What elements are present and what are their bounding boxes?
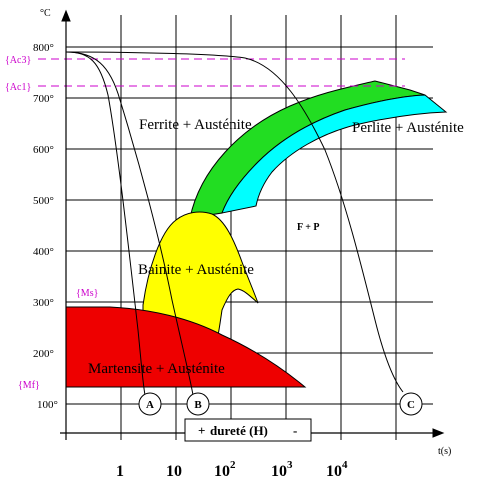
x-tick-100: 102: [214, 459, 236, 480]
cooling-curve-a: [65, 51, 146, 396]
svg-text:B: B: [194, 399, 202, 411]
y-tick-300: 300°: [33, 297, 54, 309]
y-unit: °C: [40, 8, 51, 19]
x-tick-1: 1: [116, 463, 124, 480]
legend-plus: +: [198, 423, 205, 438]
y-tick-500: 500°: [33, 195, 54, 207]
perlite-region: [221, 94, 448, 214]
cooling-curve-c: [65, 51, 404, 393]
y-tick-400: 400°: [33, 246, 54, 258]
ms-label: {Ms}: [76, 288, 98, 299]
x-tick-10000: 104: [326, 459, 348, 480]
y-tick-100: 100°: [37, 399, 58, 411]
perlite-label: Perlite + Austénite: [352, 120, 464, 136]
martensite-region: [65, 306, 307, 388]
ferrite-label: Ferrite + Austénite: [139, 117, 252, 133]
x-tick-10: 10: [166, 463, 182, 480]
cooling-curve-b: [65, 51, 194, 396]
fp-label: F + P: [297, 222, 320, 233]
legend-minus: -: [293, 423, 297, 438]
legend-text: dureté (H): [210, 423, 268, 438]
ac1-label: {Ac1}: [5, 82, 31, 93]
y-tick-700: 700°: [33, 93, 54, 105]
curve-label-c: C: [399, 392, 423, 416]
y-tick-800: 800°: [33, 42, 54, 54]
y-tick-600: 600°: [33, 144, 54, 156]
curve-label-b: B: [186, 392, 210, 416]
svg-text:A: A: [146, 399, 154, 411]
x-tick-1000: 103: [271, 459, 293, 480]
x-unit: t(s): [438, 446, 451, 457]
martensite-label: Martensite + Austénite: [88, 361, 225, 377]
y-tick-200: 200°: [33, 348, 54, 360]
svg-text:C: C: [407, 399, 415, 411]
hardness-legend: + dureté (H) -: [184, 418, 312, 442]
ac3-label: {Ac3}: [5, 55, 31, 66]
curve-label-a: A: [138, 392, 162, 416]
bainite-label: Bainite + Austénite: [138, 262, 254, 278]
mf-label: {Mf}: [18, 380, 40, 391]
